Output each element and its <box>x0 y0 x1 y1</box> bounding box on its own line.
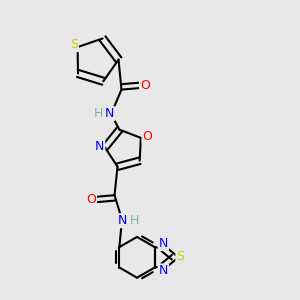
Text: O: O <box>86 193 96 206</box>
Text: O: O <box>142 130 152 143</box>
Text: N: N <box>105 107 114 120</box>
Text: N: N <box>118 214 128 227</box>
Text: O: O <box>140 79 150 92</box>
Text: N: N <box>159 265 168 278</box>
Text: H: H <box>130 214 139 227</box>
Text: H: H <box>94 107 103 120</box>
Text: N: N <box>95 140 104 153</box>
Text: S: S <box>70 38 78 51</box>
Text: N: N <box>159 237 168 250</box>
Text: S: S <box>176 250 184 263</box>
